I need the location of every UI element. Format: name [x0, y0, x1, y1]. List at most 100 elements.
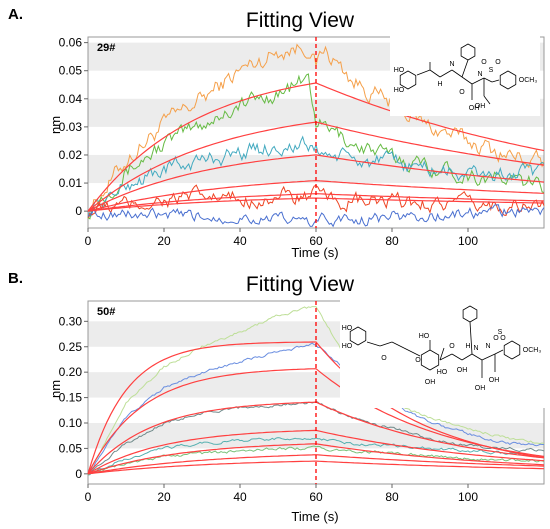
bond: [451, 69, 463, 78]
x-tick-label: 80: [385, 490, 399, 504]
atom-label: HO: [394, 67, 405, 74]
panel-letter: B.: [8, 270, 23, 287]
y-tick-label: 0: [75, 204, 82, 218]
chart-b: Fitting View 0 0.05 0.10 0.15 0.20 0.25 0.30 0 2…: [48, 273, 545, 524]
ring: [399, 70, 417, 90]
bond: [494, 349, 504, 355]
data-trace: [87, 73, 545, 220]
y-tick-label: 0.02: [59, 148, 83, 162]
y-tick-label: 0.04: [59, 92, 83, 106]
atom-label: S: [489, 67, 494, 74]
molecule-background: [340, 300, 545, 408]
fit-curve: [87, 341, 545, 474]
atom-label: N: [473, 345, 478, 352]
atom-label: HO: [342, 325, 353, 332]
atom-label: OH: [469, 105, 480, 112]
fit-curve: [87, 460, 545, 475]
atom-label: O: [381, 355, 387, 362]
y-axis-label: nm: [48, 116, 63, 134]
chart-title: Fitting View: [246, 9, 355, 32]
bond: [439, 347, 445, 361]
x-tick-label: 60: [309, 234, 323, 248]
y-tick-label: 0.15: [59, 391, 83, 405]
y-axis-label: nm: [48, 380, 63, 398]
x-tick-label: 20: [157, 234, 171, 248]
x-tick-label: 0: [85, 490, 92, 504]
y-tick-label: 0.30: [59, 314, 83, 328]
atom-label: H: [437, 81, 442, 88]
y-tick-label: 0.20: [59, 365, 83, 379]
bond: [461, 76, 473, 85]
y-tick-label: 0.10: [59, 416, 83, 430]
atom-label: OH: [457, 367, 468, 374]
bond: [471, 77, 485, 85]
y-tick-label: 0.05: [59, 64, 83, 78]
y-tick-label: 0.25: [59, 340, 83, 354]
atom-label: N: [477, 71, 482, 78]
bond: [379, 341, 393, 347]
y-tick-label: 0.01: [59, 176, 83, 190]
bond: [366, 341, 381, 347]
panel-a: A. Fitting View 0 0.01 0.02 0.03 0.04 0.05 0.0…: [0, 0, 550, 264]
bond: [469, 321, 473, 355]
ring: [349, 326, 367, 346]
bond: [461, 353, 473, 361]
x-tick-label: 100: [458, 234, 478, 248]
bond: [481, 353, 496, 361]
y-tick-label: 0.03: [59, 120, 83, 134]
atom-label: O: [495, 59, 501, 66]
molecule-background: [390, 36, 540, 116]
compound-tag: 29#: [97, 42, 115, 54]
chart-a: Fitting View 0 0.01 0.02 0.03 0.04 0.05 0.06 0 2…: [48, 9, 545, 260]
bond: [391, 341, 405, 349]
ring: [503, 340, 521, 360]
atom-label: N: [485, 343, 490, 350]
x-tick-label: 0: [85, 234, 92, 248]
bond: [483, 77, 493, 83]
bond: [471, 353, 483, 361]
atom-label: O: [500, 335, 506, 342]
atom-label: N: [449, 61, 454, 68]
atom-label: OH: [425, 379, 436, 386]
panel-b: B. Fitting View 0 0.05 0.10 0.15 0.20 0.25 0.3…: [0, 264, 550, 528]
bond: [483, 95, 491, 105]
fit-curve: [87, 454, 545, 475]
x-axis-label: Time (s): [291, 509, 338, 524]
data-trace: [87, 306, 545, 476]
x-tick-label: 60: [309, 490, 323, 504]
y-tick-label: 0.05: [59, 441, 83, 455]
panel-letter: A.: [8, 6, 23, 23]
atom-label: OH: [475, 103, 486, 110]
atom-label: HO: [437, 369, 448, 376]
chart-title: Fitting View: [246, 273, 355, 296]
ring: [499, 70, 517, 90]
ring: [420, 349, 440, 371]
atom-label: O: [481, 59, 487, 66]
atom-label: HO: [342, 343, 353, 350]
x-tick-label: 40: [233, 234, 247, 248]
atom-label: OH: [475, 385, 486, 392]
x-tick-label: 40: [233, 490, 247, 504]
atom-label: H: [465, 343, 470, 350]
bond: [461, 59, 469, 78]
x-tick-label: 20: [157, 490, 171, 504]
bond: [403, 347, 421, 357]
atom-label: O: [449, 343, 455, 350]
atom-label: O: [459, 89, 465, 96]
bond: [451, 353, 463, 361]
atom-label: O: [415, 357, 421, 364]
x-tick-label: 80: [385, 234, 399, 248]
y-tick-label: 0: [75, 467, 82, 481]
atom-label: HO: [394, 87, 405, 94]
x-axis-label: Time (s): [291, 245, 338, 260]
bond: [429, 69, 441, 78]
bond: [439, 353, 453, 361]
atom-label: O: [493, 335, 499, 342]
compound-tag: 50#: [97, 306, 115, 318]
atom-label: S: [498, 329, 503, 336]
bond: [491, 79, 500, 83]
y-tick-label: 0.06: [59, 36, 83, 50]
bond: [439, 69, 453, 78]
